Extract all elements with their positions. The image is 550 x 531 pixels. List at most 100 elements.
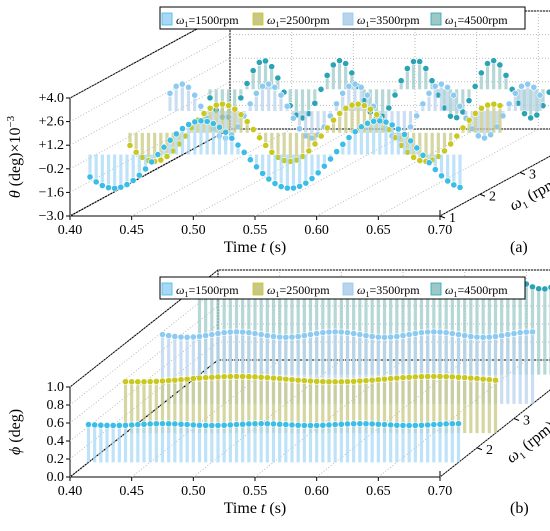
- data-point: [132, 148, 140, 156]
- data-point: [368, 333, 376, 340]
- data-point: [220, 421, 228, 429]
- data-point: [251, 330, 259, 337]
- depth-tick: [476, 447, 483, 451]
- data-point: [245, 329, 253, 337]
- data-point: [277, 91, 285, 99]
- data-point: [419, 100, 427, 108]
- data-point: [300, 422, 308, 429]
- legend-swatch: [252, 282, 264, 296]
- data-point: [357, 83, 365, 91]
- data-point: [115, 422, 123, 429]
- data-point: [252, 89, 260, 97]
- data-point: [283, 102, 291, 110]
- x-tick-label: 0.40: [58, 223, 83, 238]
- legend-name: =2500rpm: [279, 283, 330, 297]
- data-point: [259, 169, 267, 177]
- data-point: [518, 82, 525, 90]
- data-point: [265, 80, 273, 88]
- data-point: [350, 377, 358, 385]
- data-point: [117, 183, 125, 191]
- legend-sub: 1: [275, 290, 279, 299]
- data-point: [263, 420, 271, 428]
- data-point: [459, 124, 467, 132]
- y-tick-label: +2.6: [39, 115, 64, 130]
- data-point: [239, 373, 247, 380]
- data-point: [225, 102, 233, 109]
- data-point: [461, 332, 469, 340]
- data-point: [123, 181, 131, 188]
- data-point: [411, 373, 419, 381]
- data-point: [450, 91, 458, 99]
- data-point: [424, 328, 432, 336]
- data-point: [339, 140, 347, 148]
- y-title-var: ϕ: [7, 447, 24, 455]
- floor-gridline: [439, 155, 550, 217]
- data-point: [387, 421, 395, 429]
- data-point: [437, 80, 445, 88]
- data-point: [159, 377, 166, 385]
- data-point: [441, 147, 448, 155]
- data-point: [300, 332, 308, 340]
- data-point: [172, 130, 180, 138]
- data-point: [374, 376, 382, 384]
- data-point: [265, 175, 273, 183]
- data-point: [249, 126, 257, 133]
- data-point: [393, 374, 401, 382]
- data-point: [148, 158, 156, 166]
- legend-name: =3500rpm: [369, 283, 420, 297]
- data-point: [492, 333, 499, 340]
- data-point: [200, 110, 208, 117]
- data-point: [237, 111, 245, 119]
- data-point: [331, 378, 339, 386]
- data-point: [323, 71, 331, 79]
- depth-tick-label: 3: [529, 168, 536, 183]
- data-point: [407, 137, 415, 145]
- data-point: [450, 181, 458, 189]
- data-point: [296, 125, 303, 133]
- data-point: [239, 328, 247, 336]
- data-point: [455, 373, 462, 381]
- data-point: [348, 69, 356, 77]
- data-point: [296, 182, 304, 190]
- x-tick-label: 0.45: [119, 484, 144, 499]
- data-point: [453, 114, 461, 122]
- data-point: [203, 118, 211, 125]
- data-point: [430, 421, 438, 428]
- data-point: [294, 376, 302, 384]
- data-point: [351, 128, 359, 136]
- data-point: [350, 420, 358, 428]
- legend-sub: 1: [453, 290, 457, 299]
- data-point: [233, 373, 240, 380]
- data-point: [465, 97, 473, 105]
- data-point: [317, 132, 325, 140]
- data-point: [381, 421, 388, 428]
- data-point: [196, 374, 203, 382]
- data-point: [183, 421, 191, 428]
- y-tick-label: 0.8: [47, 398, 65, 413]
- data-point: [447, 112, 454, 120]
- data-point: [455, 420, 462, 428]
- data-point: [436, 420, 444, 428]
- data-point: [329, 61, 337, 69]
- data-point: [344, 329, 351, 337]
- data-point: [510, 330, 518, 337]
- data-point: [360, 102, 368, 109]
- data-point: [498, 332, 506, 340]
- data-point: [478, 104, 485, 112]
- data-point: [418, 373, 425, 381]
- data-point: [350, 330, 358, 337]
- data-point: [122, 421, 129, 429]
- legend-name: =1500rpm: [188, 13, 239, 27]
- data-point: [345, 134, 353, 141]
- data-point: [529, 328, 536, 336]
- depth-title-sub: 1: [518, 450, 529, 462]
- y-axis-title: θ (deg)×10−3: [5, 115, 24, 198]
- data-point: [233, 328, 240, 336]
- y-tick-label: −0.2: [39, 162, 64, 177]
- data-point: [294, 333, 302, 340]
- depth-tick: [479, 193, 486, 197]
- data-point: [282, 375, 290, 383]
- data-point: [171, 376, 179, 384]
- panel-b: 0.40 0.45 0.50 0.55 0.60 0.65 0.70 Time t (s) 0.…: [7, 268, 550, 517]
